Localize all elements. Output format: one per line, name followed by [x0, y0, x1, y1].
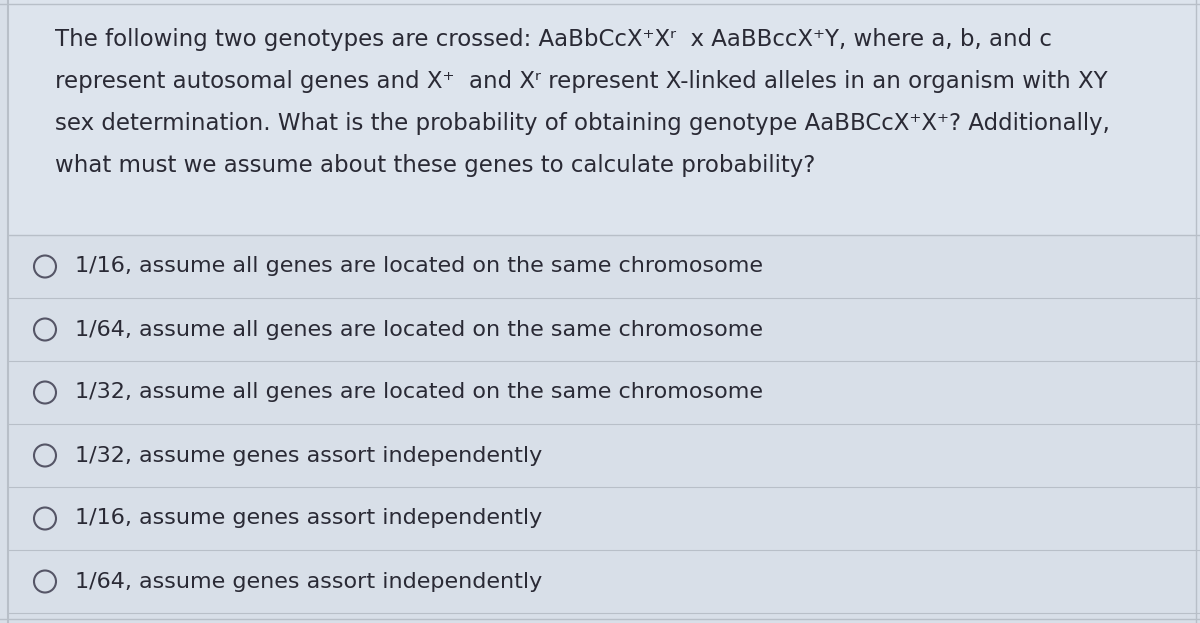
Text: 1/16, assume all genes are located on the same chromosome: 1/16, assume all genes are located on th…: [74, 257, 763, 277]
Text: what must we assume about these genes to calculate probability?: what must we assume about these genes to…: [55, 154, 815, 177]
Text: 1/16, assume genes assort independently: 1/16, assume genes assort independently: [74, 508, 542, 528]
Text: sex determination. What is the probability of obtaining genotype AaBBCcX⁺X⁺? Add: sex determination. What is the probabili…: [55, 112, 1110, 135]
Text: 1/64, assume all genes are located on the same chromosome: 1/64, assume all genes are located on th…: [74, 320, 763, 340]
Bar: [8, 0, 1200, 235]
Bar: [8, 550, 1200, 613]
Bar: [8, 235, 1200, 298]
Bar: [8, 424, 1200, 487]
Text: represent autosomal genes and X⁺  and Xʳ represent X-linked alleles in an organi: represent autosomal genes and X⁺ and Xʳ …: [55, 70, 1108, 93]
Bar: [8, 298, 1200, 361]
Text: 1/32, assume all genes are located on the same chromosome: 1/32, assume all genes are located on th…: [74, 383, 763, 402]
Bar: [8, 361, 1200, 424]
Text: 1/32, assume genes assort independently: 1/32, assume genes assort independently: [74, 445, 542, 465]
Bar: [8, 487, 1200, 550]
Text: 1/64, assume genes assort independently: 1/64, assume genes assort independently: [74, 571, 542, 591]
Text: The following two genotypes are crossed: AaBbCcX⁺Xʳ  x AaBBccX⁺Y, where a, b, an: The following two genotypes are crossed:…: [55, 28, 1052, 51]
